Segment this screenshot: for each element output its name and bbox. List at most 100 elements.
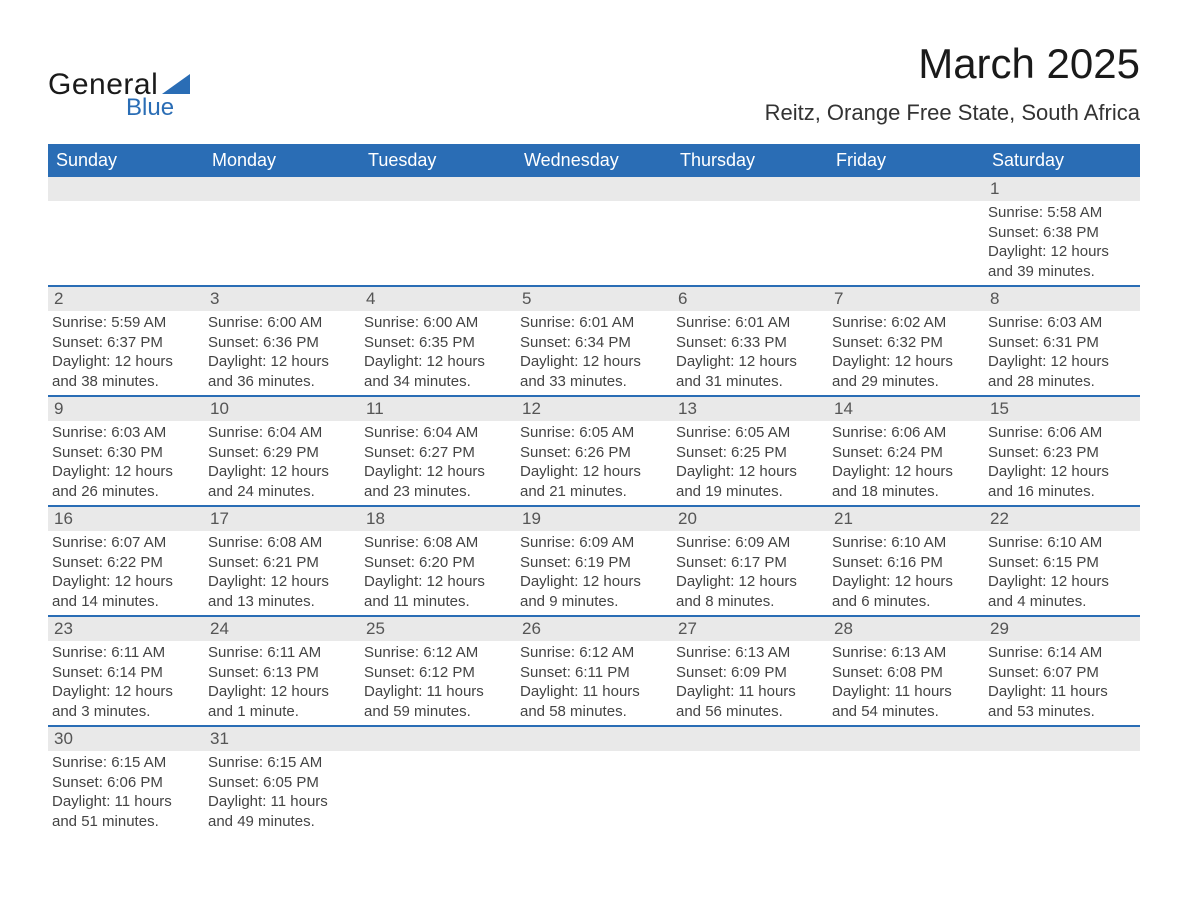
calendar-cell (360, 177, 516, 286)
weekday-header: Tuesday (360, 144, 516, 177)
calendar-cell (516, 177, 672, 286)
day-number: 13 (672, 397, 828, 421)
day-details (672, 201, 828, 279)
day-number: 22 (984, 507, 1140, 531)
daylight-line: Daylight: 12 hours and 23 minutes. (364, 462, 512, 501)
calendar-cell: 10Sunrise: 6:04 AMSunset: 6:29 PMDayligh… (204, 396, 360, 506)
day-details: Sunrise: 6:13 AMSunset: 6:08 PMDaylight:… (828, 641, 984, 725)
calendar-cell: 24Sunrise: 6:11 AMSunset: 6:13 PMDayligh… (204, 616, 360, 726)
sunrise-line: Sunrise: 6:10 AM (832, 533, 980, 553)
calendar-cell: 21Sunrise: 6:10 AMSunset: 6:16 PMDayligh… (828, 506, 984, 616)
location: Reitz, Orange Free State, South Africa (765, 100, 1140, 126)
day-number: 5 (516, 287, 672, 311)
sunset-line: Sunset: 6:24 PM (832, 443, 980, 463)
calendar-cell: 4Sunrise: 6:00 AMSunset: 6:35 PMDaylight… (360, 286, 516, 396)
sunrise-line: Sunrise: 6:00 AM (208, 313, 356, 333)
day-details: Sunrise: 6:07 AMSunset: 6:22 PMDaylight:… (48, 531, 204, 615)
day-number (360, 727, 516, 751)
calendar-cell: 25Sunrise: 6:12 AMSunset: 6:12 PMDayligh… (360, 616, 516, 726)
day-number: 6 (672, 287, 828, 311)
day-number: 7 (828, 287, 984, 311)
sunrise-line: Sunrise: 5:58 AM (988, 203, 1136, 223)
daylight-line: Daylight: 12 hours and 36 minutes. (208, 352, 356, 391)
daylight-line: Daylight: 12 hours and 18 minutes. (832, 462, 980, 501)
day-details (360, 201, 516, 279)
day-number (48, 177, 204, 201)
sunset-line: Sunset: 6:27 PM (364, 443, 512, 463)
month-title: March 2025 (765, 40, 1140, 88)
day-details: Sunrise: 6:11 AMSunset: 6:14 PMDaylight:… (48, 641, 204, 725)
day-number: 11 (360, 397, 516, 421)
daylight-line: Daylight: 12 hours and 34 minutes. (364, 352, 512, 391)
day-number: 19 (516, 507, 672, 531)
day-details: Sunrise: 6:12 AMSunset: 6:12 PMDaylight:… (360, 641, 516, 725)
day-number: 8 (984, 287, 1140, 311)
day-details: Sunrise: 6:06 AMSunset: 6:23 PMDaylight:… (984, 421, 1140, 505)
day-details: Sunrise: 6:00 AMSunset: 6:35 PMDaylight:… (360, 311, 516, 395)
day-number: 12 (516, 397, 672, 421)
day-number (828, 177, 984, 201)
weekday-header: Monday (204, 144, 360, 177)
day-details: Sunrise: 6:14 AMSunset: 6:07 PMDaylight:… (984, 641, 1140, 725)
sunset-line: Sunset: 6:13 PM (208, 663, 356, 683)
day-details: Sunrise: 6:15 AMSunset: 6:05 PMDaylight:… (204, 751, 360, 835)
day-number: 24 (204, 617, 360, 641)
daylight-line: Daylight: 11 hours and 54 minutes. (832, 682, 980, 721)
sunset-line: Sunset: 6:34 PM (520, 333, 668, 353)
daylight-line: Daylight: 12 hours and 38 minutes. (52, 352, 200, 391)
sunrise-line: Sunrise: 6:08 AM (208, 533, 356, 553)
day-details: Sunrise: 5:59 AMSunset: 6:37 PMDaylight:… (48, 311, 204, 395)
day-number (672, 727, 828, 751)
day-number (828, 727, 984, 751)
calendar-cell: 19Sunrise: 6:09 AMSunset: 6:19 PMDayligh… (516, 506, 672, 616)
calendar-cell: 28Sunrise: 6:13 AMSunset: 6:08 PMDayligh… (828, 616, 984, 726)
daylight-line: Daylight: 12 hours and 39 minutes. (988, 242, 1136, 281)
sunset-line: Sunset: 6:15 PM (988, 553, 1136, 573)
day-number: 27 (672, 617, 828, 641)
day-number (204, 177, 360, 201)
calendar-cell: 13Sunrise: 6:05 AMSunset: 6:25 PMDayligh… (672, 396, 828, 506)
calendar-cell: 27Sunrise: 6:13 AMSunset: 6:09 PMDayligh… (672, 616, 828, 726)
daylight-line: Daylight: 12 hours and 21 minutes. (520, 462, 668, 501)
calendar-cell (204, 177, 360, 286)
daylight-line: Daylight: 11 hours and 58 minutes. (520, 682, 668, 721)
daylight-line: Daylight: 12 hours and 14 minutes. (52, 572, 200, 611)
title-block: March 2025 Reitz, Orange Free State, Sou… (765, 40, 1140, 126)
daylight-line: Daylight: 12 hours and 13 minutes. (208, 572, 356, 611)
day-number: 26 (516, 617, 672, 641)
weekday-header: Thursday (672, 144, 828, 177)
day-number: 18 (360, 507, 516, 531)
day-details: Sunrise: 6:08 AMSunset: 6:21 PMDaylight:… (204, 531, 360, 615)
day-details: Sunrise: 6:02 AMSunset: 6:32 PMDaylight:… (828, 311, 984, 395)
daylight-line: Daylight: 11 hours and 51 minutes. (52, 792, 200, 831)
sunrise-line: Sunrise: 6:03 AM (988, 313, 1136, 333)
day-number: 30 (48, 727, 204, 751)
sunset-line: Sunset: 6:20 PM (364, 553, 512, 573)
day-details (828, 751, 984, 829)
calendar-cell: 17Sunrise: 6:08 AMSunset: 6:21 PMDayligh… (204, 506, 360, 616)
day-number: 17 (204, 507, 360, 531)
calendar-cell (984, 726, 1140, 835)
day-number: 1 (984, 177, 1140, 201)
calendar-cell: 15Sunrise: 6:06 AMSunset: 6:23 PMDayligh… (984, 396, 1140, 506)
sunset-line: Sunset: 6:12 PM (364, 663, 512, 683)
day-number: 20 (672, 507, 828, 531)
day-details: Sunrise: 6:13 AMSunset: 6:09 PMDaylight:… (672, 641, 828, 725)
day-details (48, 201, 204, 279)
daylight-line: Daylight: 11 hours and 59 minutes. (364, 682, 512, 721)
daylight-line: Daylight: 12 hours and 26 minutes. (52, 462, 200, 501)
day-number: 28 (828, 617, 984, 641)
calendar-cell: 6Sunrise: 6:01 AMSunset: 6:33 PMDaylight… (672, 286, 828, 396)
calendar-cell: 7Sunrise: 6:02 AMSunset: 6:32 PMDaylight… (828, 286, 984, 396)
sunrise-line: Sunrise: 6:08 AM (364, 533, 512, 553)
day-details: Sunrise: 6:01 AMSunset: 6:33 PMDaylight:… (672, 311, 828, 395)
daylight-line: Daylight: 12 hours and 9 minutes. (520, 572, 668, 611)
sunrise-line: Sunrise: 6:15 AM (208, 753, 356, 773)
day-details: Sunrise: 6:03 AMSunset: 6:31 PMDaylight:… (984, 311, 1140, 395)
day-number (360, 177, 516, 201)
weekday-header: Sunday (48, 144, 204, 177)
calendar-cell: 2Sunrise: 5:59 AMSunset: 6:37 PMDaylight… (48, 286, 204, 396)
sunrise-line: Sunrise: 6:14 AM (988, 643, 1136, 663)
sunset-line: Sunset: 6:22 PM (52, 553, 200, 573)
day-details (204, 201, 360, 279)
